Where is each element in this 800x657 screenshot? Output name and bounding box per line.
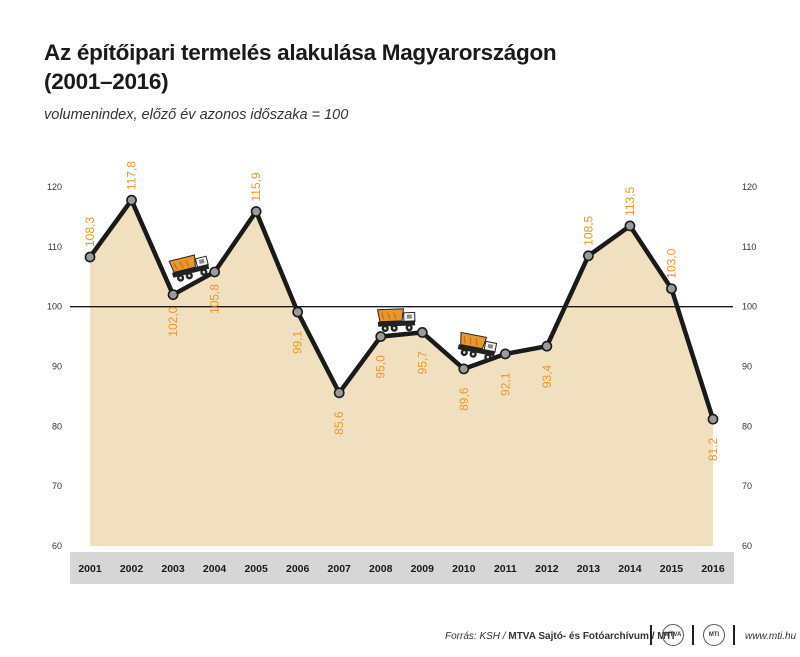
y-tick-label-right: 120 — [742, 182, 757, 192]
x-axis-band — [70, 552, 734, 584]
data-point — [583, 250, 594, 262]
data-label: 102,0 — [166, 306, 180, 336]
mti-logo-icon: MTI — [703, 624, 725, 646]
data-label: 89,6 — [457, 387, 471, 411]
website-link[interactable]: www.mti.hu — [745, 631, 797, 642]
data-point — [624, 220, 636, 232]
data-label: 93,4 — [540, 364, 554, 388]
data-point — [541, 340, 553, 352]
data-point — [250, 206, 262, 217]
y-tick-label-right: 110 — [742, 242, 756, 252]
y-tick-label-right: 90 — [742, 362, 752, 372]
data-label: 95,7 — [415, 351, 429, 375]
data-point — [375, 331, 387, 342]
chart-subtitle: volumenindex, előző év azonos időszaka =… — [44, 107, 349, 123]
dump-truck-icon — [376, 308, 416, 333]
data-label: 103,0 — [664, 248, 678, 278]
source-prefix: Forrás: KSH / — [445, 631, 506, 642]
y-tick-label-right: 80 — [742, 421, 752, 431]
data-label: 95,0 — [374, 355, 388, 379]
data-point — [416, 326, 428, 338]
data-label: 105,8 — [208, 284, 222, 314]
data-point — [499, 348, 511, 360]
data-label: 115,9 — [249, 172, 263, 201]
data-label: 108,3 — [83, 217, 97, 247]
data-point — [167, 289, 179, 301]
x-tick-label: 2010 — [452, 563, 476, 575]
x-tick-label: 2015 — [660, 563, 684, 575]
data-point — [666, 283, 677, 295]
data-label: 92,1 — [498, 372, 512, 396]
y-tick-label-left: 70 — [52, 481, 62, 491]
x-tick-label: 2006 — [286, 563, 310, 575]
data-label: 108,5 — [581, 215, 595, 245]
y-tick-label-right: 60 — [742, 541, 752, 551]
y-tick-label-right: 70 — [742, 481, 752, 491]
data-point — [707, 413, 719, 425]
x-tick-label: 2014 — [618, 563, 642, 575]
data-point — [126, 194, 137, 206]
chart-title-line2: (2001–2016) — [44, 69, 169, 94]
x-tick-label: 2011 — [494, 563, 517, 575]
chart-title-line1: Az építőipari termelés alakulása Magyaro… — [44, 40, 557, 65]
data-point — [458, 363, 470, 375]
data-point — [209, 266, 220, 278]
data-label: 113,5 — [623, 186, 637, 215]
mtva-logo-icon: MTVA — [662, 624, 684, 646]
y-tick-label-left: 110 — [48, 242, 62, 252]
x-tick-label: 2004 — [203, 563, 227, 575]
x-tick-label: 2016 — [701, 563, 725, 575]
data-point — [84, 251, 96, 263]
data-point — [292, 306, 304, 318]
data-label: 99,1 — [291, 330, 305, 354]
source-agency: MTVA Sajtó- és Fotóarchívum / MTI — [508, 631, 675, 642]
y-tick-label-left: 120 — [47, 182, 62, 192]
footer-separator — [650, 625, 652, 645]
chart-title: Az építőipari termelés alakulása Magyaro… — [44, 38, 557, 96]
x-tick-label: 2005 — [244, 563, 268, 575]
data-label: 81,2 — [706, 437, 720, 461]
x-tick-label: 2007 — [328, 563, 352, 575]
x-tick-label: 2013 — [577, 563, 601, 575]
x-tick-label: 2012 — [535, 563, 559, 575]
area-fill — [90, 200, 713, 546]
x-tick-label: 2002 — [120, 563, 144, 575]
y-tick-label-left: 100 — [47, 302, 62, 312]
x-tick-label: 2008 — [369, 563, 393, 575]
footer-separator — [733, 625, 735, 645]
x-tick-label: 2009 — [411, 563, 435, 575]
data-label: 85,6 — [332, 411, 346, 435]
line-chart: 60 60 70 70 80 80 90 90 100 100 110 110 120 120 2001 20… — [47, 161, 757, 584]
y-tick-label-left: 60 — [52, 541, 62, 551]
y-tick-label-right: 100 — [742, 302, 757, 312]
y-tick-label-left: 80 — [52, 421, 62, 431]
footer: Forrás: KSH / MTVA Sajtó- és Fotóarchívu… — [0, 622, 800, 650]
source-text: Forrás: KSH / MTVA Sajtó- és Fotóarchívu… — [445, 631, 674, 642]
data-label: 117,8 — [125, 161, 139, 190]
dump-truck-icon — [457, 331, 498, 361]
x-tick-label: 2001 — [78, 563, 102, 575]
dump-truck-icon — [168, 254, 210, 282]
y-tick-label-left: 90 — [52, 362, 62, 372]
x-tick-label: 2003 — [161, 563, 185, 575]
footer-separator — [692, 625, 694, 645]
series-line — [87, 197, 716, 422]
data-point — [333, 387, 345, 399]
